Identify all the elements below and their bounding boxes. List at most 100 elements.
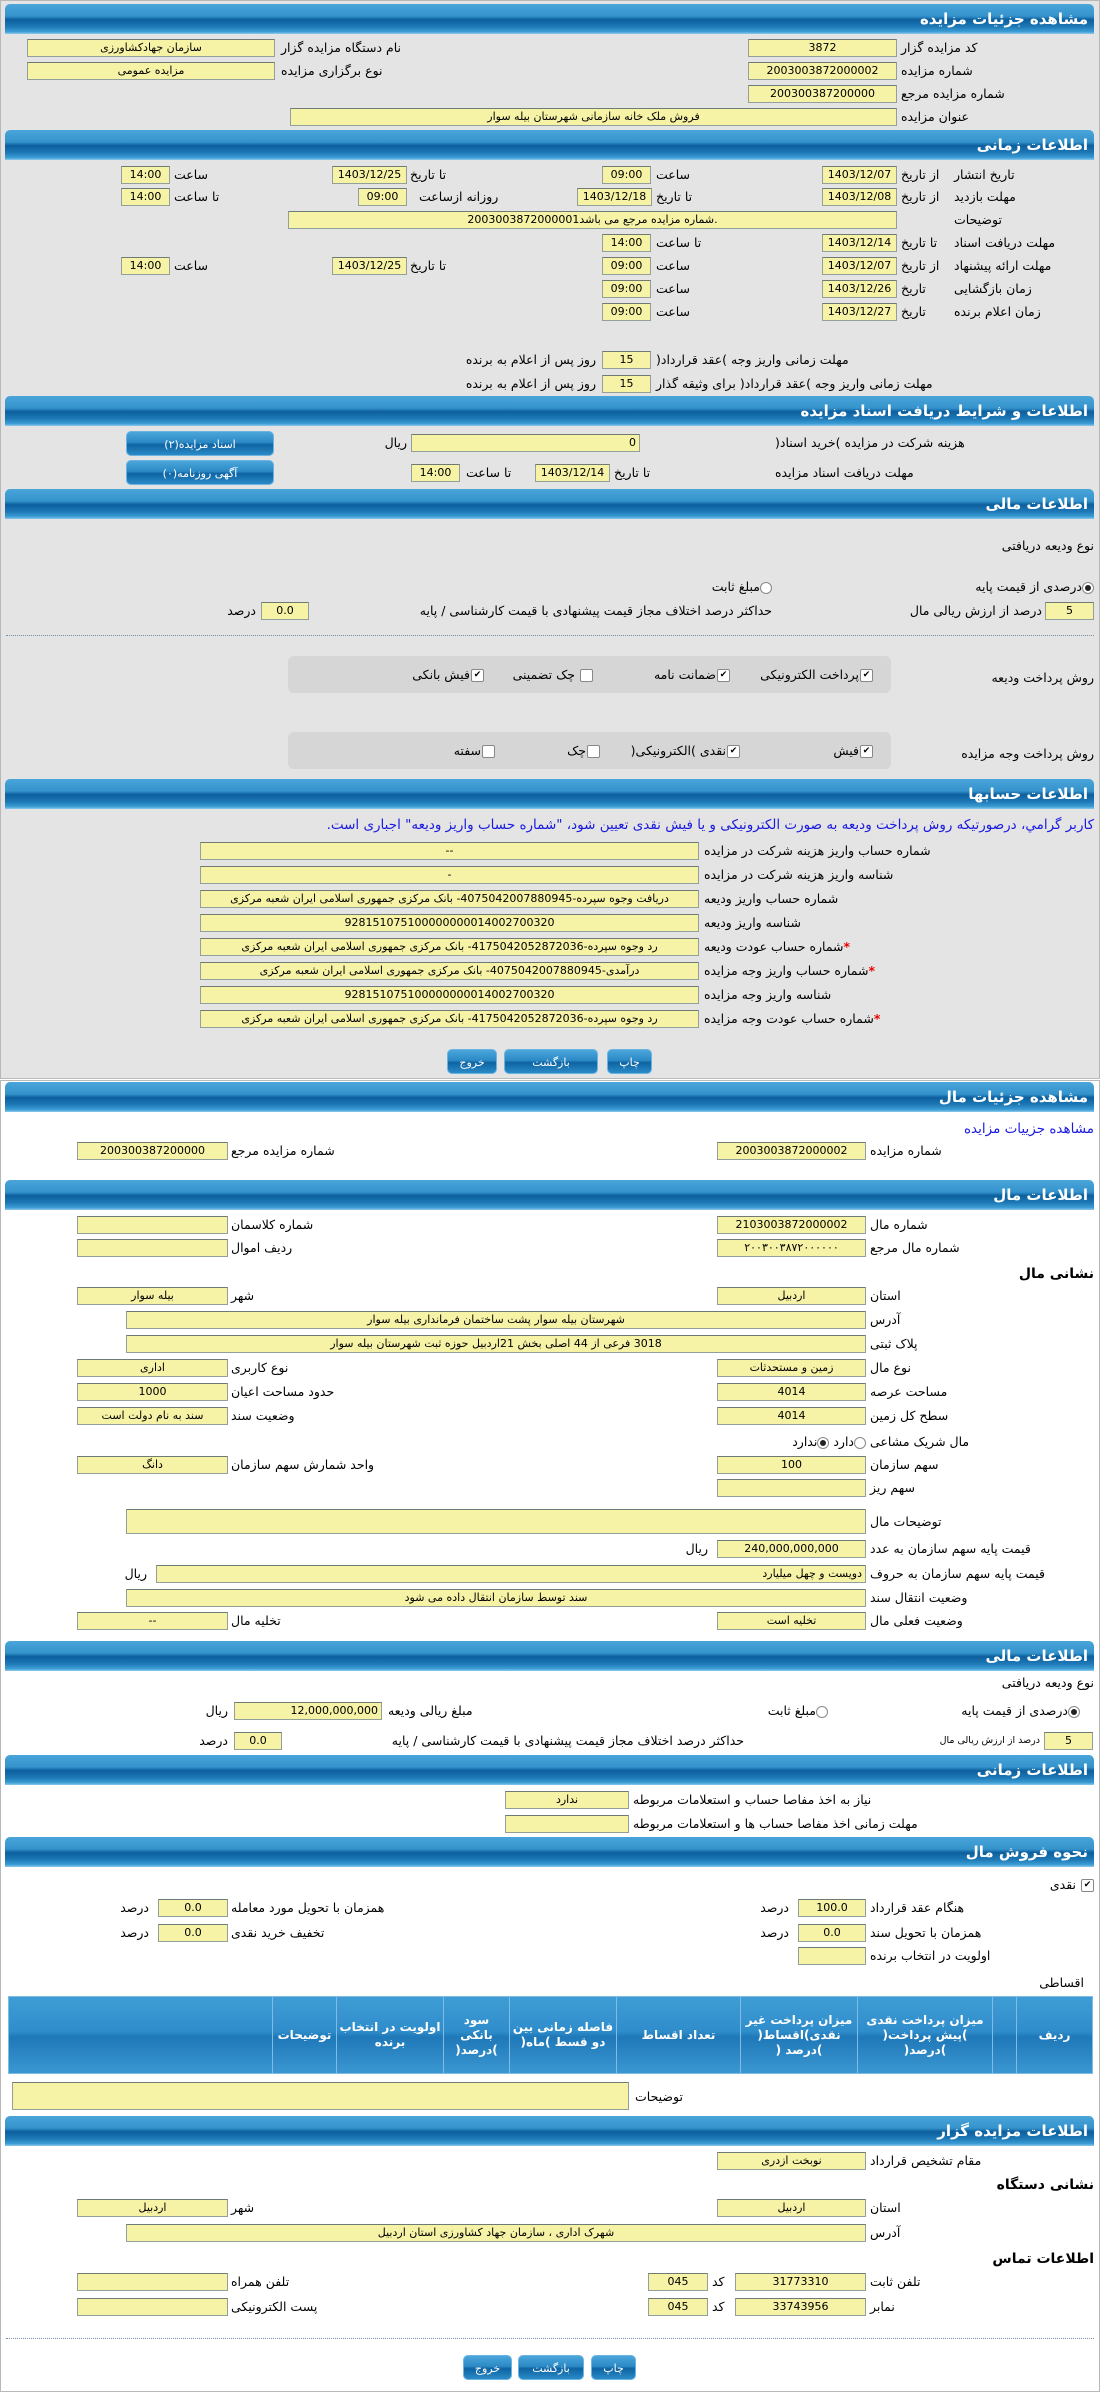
authority-field[interactable]: نوبخت ازدری <box>717 2152 866 2170</box>
phone-code-field[interactable]: 045 <box>648 2273 708 2291</box>
deed-status-field[interactable]: سند به نام دولت است <box>77 1407 228 1425</box>
doc-fee-field[interactable]: 0 <box>411 434 640 452</box>
payment-method-promissory[interactable]: سفته <box>454 742 495 760</box>
docs-deadline-time[interactable]: 14:00 <box>602 234 651 252</box>
property-ref-field[interactable]: ۲۰۰۳۰۰۳۸۷۲۰۰۰۰۰۰ <box>717 1239 866 1257</box>
exit-button[interactable]: خروج <box>447 1049 497 1074</box>
mobile-field[interactable] <box>77 2273 228 2291</box>
sub-share-field[interactable] <box>717 1479 866 1497</box>
checkbox-checked-icon[interactable]: ✔ <box>471 669 484 682</box>
deposit-percent-field[interactable]: 5 <box>1045 602 1094 620</box>
land-area-field[interactable]: 4014 <box>717 1383 866 1401</box>
reference-number-field[interactable]: 200300387200000 <box>748 85 897 103</box>
opening-date[interactable]: 1403/12/26 <box>822 280 897 298</box>
docs-deadline-date[interactable]: 1403/12/14 <box>822 234 897 252</box>
phone-field[interactable]: 31773310 <box>735 2273 866 2291</box>
property-deposit-percent-radio[interactable]: درصدی از قیمت پایه <box>961 1702 1080 1720</box>
city-field[interactable]: بیله سوار <box>77 1287 228 1305</box>
sale-notes-field[interactable] <box>12 2082 629 2110</box>
payment-method-receipt[interactable]: ✔فیش <box>833 742 873 760</box>
property-address-field[interactable]: شهرستان بیله سوار پشت ساختمان فرمانداری … <box>126 1311 866 1329</box>
org-city-field[interactable]: اردبیل <box>77 2199 228 2217</box>
auction-type-field[interactable]: مزایده عمومی <box>27 62 275 80</box>
type-field[interactable]: زمین و مستحدثات <box>717 1359 866 1377</box>
checkbox-checked-icon[interactable]: ✔ <box>717 669 730 682</box>
doc-deadline-time[interactable]: 14:00 <box>411 464 460 482</box>
checkbox-unchecked-icon[interactable] <box>580 669 593 682</box>
auction-details-link[interactable]: مشاهده جزییات مزایده <box>963 1121 1094 1137</box>
checkbox-checked-icon[interactable]: ✔ <box>860 745 873 758</box>
account-field[interactable]: رد وجوه سپرده-4175042052872036- بانک مرک… <box>200 1010 699 1028</box>
account-field[interactable]: 928151075100000000014002700320 <box>200 914 699 932</box>
org-share-field[interactable]: 100 <box>717 1456 866 1474</box>
account-field[interactable]: - <box>200 866 699 884</box>
checkbox-unchecked-icon[interactable] <box>482 745 495 758</box>
deposit-method-electronic[interactable]: ✔پرداخت الکترونیکی <box>760 666 873 684</box>
share-unit-field[interactable]: دانگ <box>77 1456 228 1474</box>
doc-deadline-date[interactable]: 1403/12/14 <box>535 464 610 482</box>
visit-to-time[interactable]: 14:00 <box>121 188 170 206</box>
fax-field[interactable]: 33743956 <box>735 2298 866 2316</box>
priority-field[interactable] <box>798 1947 866 1965</box>
account-field[interactable]: -- <box>200 842 699 860</box>
payment-method-cash[interactable]: ✔نقدی )الکترونیکی( <box>631 742 740 760</box>
radio-checked-icon[interactable] <box>1082 581 1094 594</box>
at-deed-field[interactable]: 0.0 <box>798 1924 866 1942</box>
winner-date[interactable]: 1403/12/27 <box>822 303 897 321</box>
publish-to-time[interactable]: 14:00 <box>121 166 170 184</box>
property-notes-field[interactable] <box>126 1509 866 1534</box>
account-field[interactable]: 928151075100000000014002700320 <box>200 986 699 1004</box>
at-delivery-field[interactable]: 0.0 <box>158 1899 228 1917</box>
property-deposit-fixed-radio[interactable]: مبلغ ثابت <box>768 1702 828 1720</box>
deposit-method-bank-receipt[interactable]: ✔فیش بانکی <box>412 666 484 684</box>
offer-from-date[interactable]: 1403/12/07 <box>822 257 897 275</box>
checkbox-checked-icon[interactable]: ✔ <box>860 669 873 682</box>
asset-row-field[interactable] <box>77 1239 228 1257</box>
visit-daily-from[interactable]: 09:00 <box>358 188 407 206</box>
deposit-method-cheque[interactable]: چک تضمینی <box>513 666 593 684</box>
publish-from-date[interactable]: 1403/12/07 <box>822 166 897 184</box>
organization-field[interactable]: سازمان جهادکشاورزی <box>27 39 275 57</box>
visit-to-date[interactable]: 1403/12/18 <box>577 188 652 206</box>
offer-to-date[interactable]: 1403/12/25 <box>332 257 407 275</box>
cash-sale-checkbox[interactable]: ✔ نقدی <box>1050 1876 1094 1894</box>
publish-to-date[interactable]: 1403/12/25 <box>332 166 407 184</box>
at-contract-field[interactable]: 100.0 <box>798 1899 866 1917</box>
property-max-diff-field[interactable]: 0.0 <box>234 1732 282 1750</box>
auction-title-field[interactable]: فروش ملک خانه سازمانی شهرستان بیله سوار <box>290 108 897 126</box>
opening-time[interactable]: 09:00 <box>602 280 651 298</box>
radio-unchecked-icon[interactable] <box>760 581 772 594</box>
deposit-fixed-radio[interactable]: مبلغ ثابت <box>712 578 772 596</box>
exit-button-bottom[interactable]: خروج <box>463 2355 512 2380</box>
max-diff-field[interactable]: 0.0 <box>261 602 309 620</box>
offer-from-time[interactable]: 09:00 <box>602 257 651 275</box>
property-number-field[interactable]: 2103003872000002 <box>717 1216 866 1234</box>
account-field[interactable]: درآمدی-4075042007880945- بانک مرکزی جمهو… <box>200 962 699 980</box>
current-status-field[interactable]: تخلیه است <box>717 1612 866 1630</box>
checkbox-checked-icon[interactable]: ✔ <box>727 745 740 758</box>
radio-unchecked-icon[interactable] <box>816 1705 828 1718</box>
province-field[interactable]: اردبیل <box>717 1287 866 1305</box>
winner-time[interactable]: 09:00 <box>602 303 651 321</box>
print-button[interactable]: چاپ <box>607 1049 652 1074</box>
timing-description-field[interactable]: .شماره مزایده مرجع می باشد20030038720000… <box>288 211 897 229</box>
fax-code-field[interactable]: 045 <box>648 2298 708 2316</box>
class-number-field[interactable] <box>77 1216 228 1234</box>
account-field[interactable]: رد وجوه سپرده-4175042052872036- بانک مرک… <box>200 938 699 956</box>
radio-checked-icon[interactable] <box>817 1436 830 1449</box>
publish-from-time[interactable]: 09:00 <box>602 166 651 184</box>
property-reference-number-field[interactable]: 200300387200000 <box>77 1142 228 1160</box>
checkbox-checked-icon[interactable]: ✔ <box>1081 1879 1094 1892</box>
plaque-field[interactable]: 3018 فرعی از 44 اصلی بخش 21اردبیل حوزه ث… <box>126 1335 866 1353</box>
offer-to-time[interactable]: 14:00 <box>121 257 170 275</box>
pay-deadline-field[interactable]: 15 <box>602 351 651 369</box>
deposit-amount-field[interactable]: 12,000,000,000 <box>234 1702 382 1720</box>
building-area-field[interactable]: 1000 <box>77 1383 228 1401</box>
org-province-field[interactable]: اردبیل <box>717 2199 866 2217</box>
auction-documents-button[interactable]: اسناد مزایده(۲) <box>126 431 274 456</box>
property-auction-number-field[interactable]: 2003003872000002 <box>717 1142 866 1160</box>
visit-from-date[interactable]: 1403/12/08 <box>822 188 897 206</box>
checkbox-unchecked-icon[interactable] <box>587 745 600 758</box>
usage-field[interactable]: اداری <box>77 1359 228 1377</box>
auctioneer-code-field[interactable]: 3872 <box>748 39 897 57</box>
